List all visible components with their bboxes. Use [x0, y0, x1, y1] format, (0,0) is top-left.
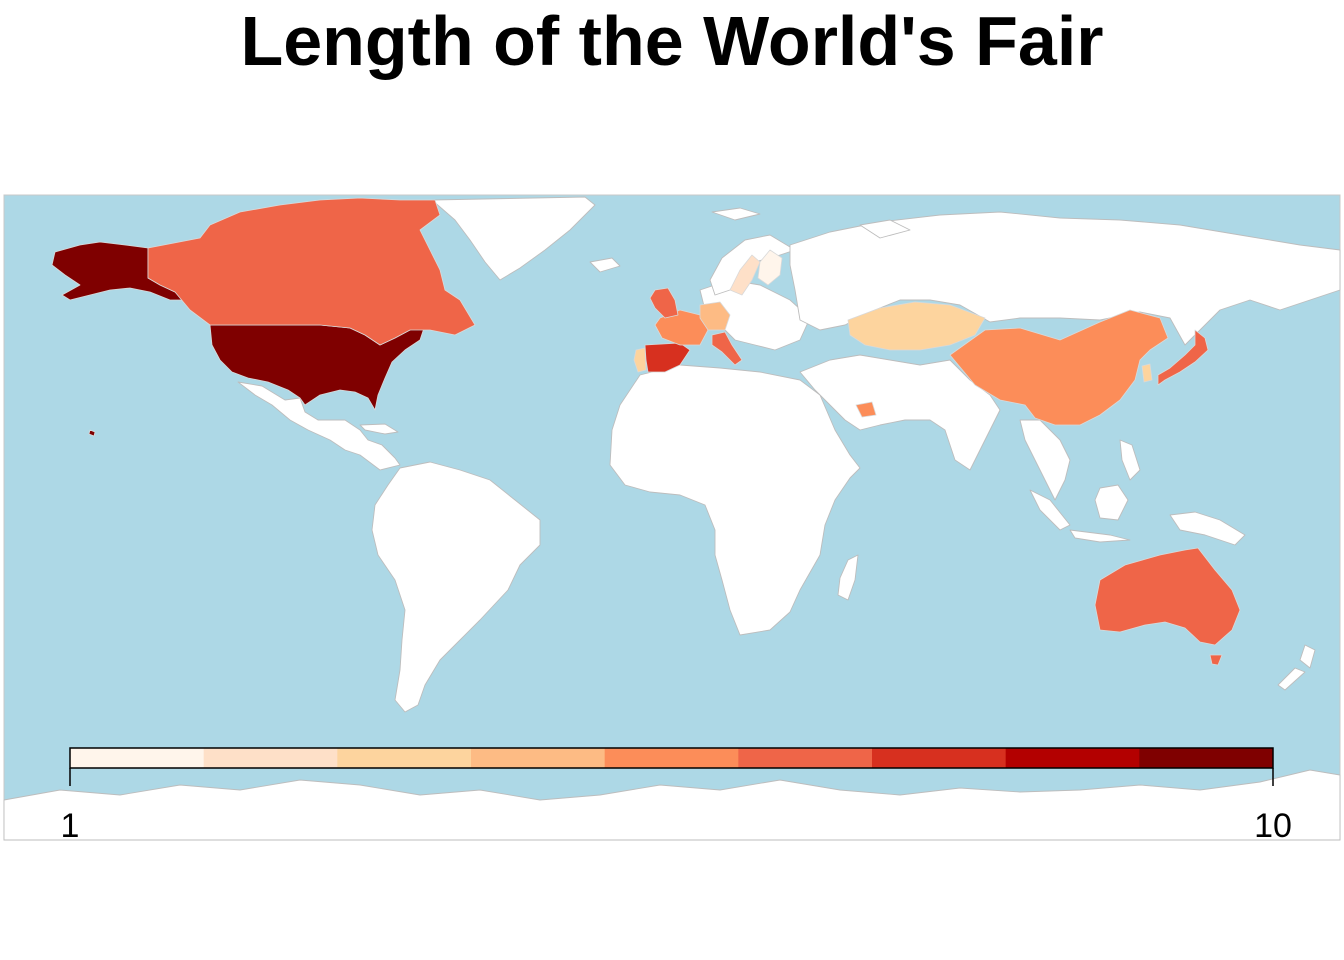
region-kazakhstan [847, 301, 986, 351]
country-layer [51, 197, 1241, 666]
region-china [949, 309, 1169, 426]
region-united-kingdom [649, 287, 679, 319]
land-southeast-asia [1019, 419, 1071, 501]
legend-colorbar-outline [69, 747, 1274, 769]
region-south-korea [1141, 363, 1153, 383]
legend-bin [1005, 748, 1140, 768]
chart-title: Length of the World's Fair [240, 2, 1104, 80]
land-new-zealand-south [1277, 667, 1306, 691]
land-middle-east-south-asia [799, 354, 1001, 471]
legend-bin [337, 748, 472, 768]
region-canada [147, 197, 476, 346]
region-portugal [633, 347, 647, 373]
legend-bin [872, 748, 1007, 768]
region-alaska [51, 241, 186, 301]
land-philippines [1119, 439, 1141, 481]
land-novaya-zemlya [859, 219, 911, 239]
legend-max-label: 10 [1254, 807, 1292, 845]
land-borneo [1094, 484, 1129, 521]
land-norway [709, 234, 796, 296]
region-italy [711, 331, 743, 366]
land-layer [3, 196, 1341, 841]
legend-bin [604, 748, 739, 768]
land-iceland [589, 257, 621, 273]
legend-bin [203, 748, 338, 768]
land-madagascar [837, 554, 859, 601]
land-mexico-central-america [237, 381, 401, 471]
land-greenland [431, 196, 596, 281]
land-new-guinea [1169, 511, 1246, 546]
legend-bin [70, 748, 205, 768]
land-south-america [371, 461, 541, 713]
land-sumatra [1029, 489, 1071, 531]
land-africa [609, 364, 861, 636]
land-antarctica [3, 769, 1341, 841]
land-svalbard [711, 207, 761, 221]
region-united-arab-emirates [855, 401, 877, 418]
legend-bin [471, 748, 606, 768]
region-finland [757, 249, 783, 286]
legend-min-label: 1 [61, 807, 80, 845]
region-australia [1094, 547, 1241, 646]
legend-colorbar [69, 747, 1274, 769]
region-tasmania [1209, 654, 1223, 666]
region-france [654, 309, 709, 346]
region-japan [1157, 329, 1209, 386]
land-java [1069, 529, 1131, 543]
legend: 1 10 [61, 747, 1292, 845]
land-new-zealand [1299, 644, 1316, 669]
region-hawaii [88, 429, 96, 437]
land-cuba [359, 423, 399, 435]
region-germany [699, 301, 731, 331]
legend-bin [1139, 748, 1274, 768]
legend-bin [738, 748, 873, 768]
